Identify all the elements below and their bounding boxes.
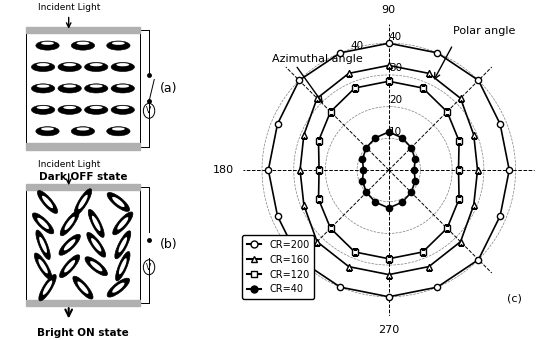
Ellipse shape [71, 126, 94, 136]
Text: (c): (c) [507, 293, 522, 303]
Ellipse shape [58, 84, 82, 93]
Ellipse shape [90, 85, 103, 88]
Ellipse shape [64, 260, 75, 272]
Ellipse shape [107, 41, 130, 50]
Ellipse shape [117, 217, 129, 230]
Ellipse shape [77, 282, 89, 294]
Ellipse shape [74, 189, 92, 215]
Ellipse shape [116, 106, 129, 109]
Ellipse shape [41, 42, 54, 45]
Ellipse shape [39, 237, 47, 253]
Ellipse shape [32, 213, 54, 234]
Ellipse shape [37, 218, 49, 229]
Text: 10: 10 [389, 127, 402, 137]
Text: (b): (b) [159, 238, 177, 251]
Ellipse shape [64, 239, 76, 251]
Ellipse shape [31, 84, 55, 93]
Ellipse shape [87, 233, 106, 257]
Bar [26, 190, 140, 300]
Ellipse shape [77, 128, 90, 131]
Ellipse shape [92, 216, 100, 231]
Ellipse shape [77, 42, 90, 45]
Ellipse shape [116, 85, 129, 88]
Ellipse shape [112, 42, 125, 45]
Ellipse shape [36, 126, 59, 136]
Ellipse shape [85, 105, 108, 115]
Ellipse shape [116, 63, 129, 66]
Ellipse shape [38, 259, 48, 273]
Ellipse shape [107, 278, 130, 297]
Ellipse shape [90, 63, 103, 66]
Ellipse shape [112, 283, 125, 293]
Ellipse shape [115, 231, 131, 259]
Ellipse shape [90, 106, 103, 109]
Ellipse shape [118, 237, 127, 253]
Ellipse shape [58, 63, 82, 72]
Ellipse shape [31, 105, 55, 115]
Ellipse shape [71, 41, 94, 50]
Ellipse shape [37, 85, 50, 88]
Ellipse shape [111, 105, 134, 115]
Ellipse shape [73, 276, 93, 299]
Ellipse shape [36, 230, 50, 259]
Text: (a): (a) [159, 82, 177, 95]
Text: Dark OFF state: Dark OFF state [39, 172, 127, 182]
Ellipse shape [37, 106, 50, 109]
Ellipse shape [60, 211, 79, 236]
Ellipse shape [63, 85, 76, 88]
Ellipse shape [35, 253, 52, 279]
Ellipse shape [88, 209, 104, 237]
Ellipse shape [111, 84, 134, 93]
Text: V: V [146, 263, 152, 272]
Ellipse shape [59, 255, 80, 278]
Ellipse shape [64, 217, 75, 230]
Ellipse shape [78, 195, 87, 209]
Ellipse shape [42, 196, 53, 208]
Ellipse shape [119, 258, 127, 274]
Ellipse shape [90, 261, 103, 271]
Ellipse shape [43, 280, 52, 295]
Ellipse shape [112, 128, 125, 131]
Ellipse shape [85, 257, 107, 276]
Ellipse shape [91, 238, 102, 252]
Text: Bright ON state: Bright ON state [37, 328, 129, 338]
Legend: CR=200, CR=160, CR=120, CR=40: CR=200, CR=160, CR=120, CR=40 [242, 235, 314, 299]
Ellipse shape [37, 190, 58, 214]
Ellipse shape [111, 63, 134, 72]
Bar [26, 33, 140, 143]
Text: 40: 40 [350, 41, 363, 51]
Ellipse shape [31, 63, 55, 72]
Ellipse shape [39, 274, 56, 301]
Text: 270: 270 [378, 325, 400, 335]
Bar [26, 27, 140, 33]
Ellipse shape [59, 234, 80, 255]
Ellipse shape [36, 41, 59, 50]
Ellipse shape [85, 84, 108, 93]
Text: 180: 180 [212, 165, 233, 175]
Ellipse shape [113, 212, 133, 235]
Ellipse shape [85, 63, 108, 72]
Bar [26, 184, 140, 190]
Text: 40: 40 [389, 32, 402, 41]
Ellipse shape [37, 63, 50, 66]
Ellipse shape [58, 105, 82, 115]
Ellipse shape [41, 128, 54, 131]
Ellipse shape [116, 252, 130, 281]
Ellipse shape [63, 106, 76, 109]
Bar [26, 143, 140, 150]
Text: V: V [146, 106, 152, 115]
Text: Incident Light: Incident Light [37, 160, 100, 169]
Bar [26, 300, 140, 306]
Ellipse shape [63, 63, 76, 66]
Text: Polar angle: Polar angle [453, 26, 515, 36]
Ellipse shape [107, 126, 130, 136]
Text: 20: 20 [389, 95, 402, 105]
Text: Incident Light: Incident Light [37, 3, 100, 12]
Text: 90: 90 [382, 5, 396, 15]
Text: Azimuthal angle: Azimuthal angle [272, 54, 363, 64]
Text: 30: 30 [389, 63, 402, 73]
Ellipse shape [107, 192, 130, 211]
Ellipse shape [112, 197, 125, 207]
